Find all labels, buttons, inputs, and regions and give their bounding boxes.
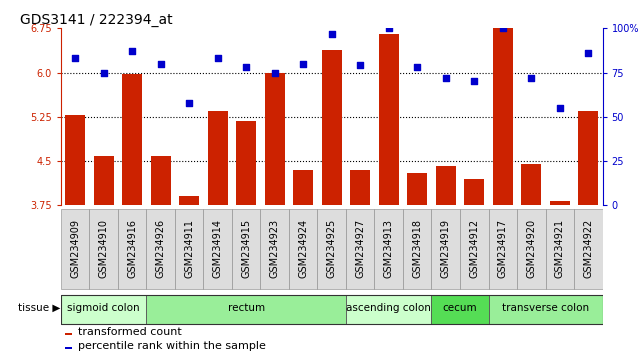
Text: GSM234919: GSM234919: [441, 219, 451, 278]
Point: [526, 75, 537, 81]
Point: [469, 79, 479, 84]
Text: cecum: cecum: [443, 303, 478, 313]
Point: [383, 25, 394, 31]
Bar: [436, 166, 456, 205]
Bar: [65, 115, 85, 205]
Bar: [346, 295, 431, 324]
Text: percentile rank within the sample: percentile rank within the sample: [78, 341, 266, 350]
Point: [440, 75, 451, 81]
Bar: [431, 295, 488, 324]
Text: GSM234909: GSM234909: [70, 219, 80, 278]
Point: [70, 56, 80, 61]
Text: GSM234915: GSM234915: [241, 219, 251, 278]
Bar: [61, 295, 146, 324]
Text: GSM234917: GSM234917: [498, 219, 508, 278]
Text: GSM234926: GSM234926: [156, 219, 165, 278]
Text: GSM234913: GSM234913: [384, 219, 394, 278]
Point: [270, 70, 280, 75]
Bar: [232, 209, 260, 289]
Bar: [175, 209, 203, 289]
Bar: [289, 209, 317, 289]
Bar: [464, 179, 484, 205]
Bar: [65, 347, 72, 349]
Bar: [545, 209, 574, 289]
Text: GSM234922: GSM234922: [583, 219, 594, 278]
Bar: [260, 209, 289, 289]
Point: [184, 100, 194, 105]
Bar: [179, 196, 199, 205]
Point: [213, 56, 223, 61]
Bar: [488, 295, 603, 324]
Text: GSM234916: GSM234916: [127, 219, 137, 278]
Text: transverse colon: transverse colon: [502, 303, 589, 313]
Bar: [89, 209, 118, 289]
Bar: [122, 74, 142, 205]
Bar: [237, 121, 256, 205]
Text: GSM234912: GSM234912: [469, 219, 479, 278]
Point: [298, 61, 308, 67]
Bar: [550, 201, 570, 205]
Bar: [203, 209, 232, 289]
Point: [412, 64, 422, 70]
Bar: [521, 164, 541, 205]
Bar: [94, 156, 113, 205]
Text: rectum: rectum: [228, 303, 265, 313]
Point: [99, 70, 109, 75]
Text: GSM234911: GSM234911: [184, 219, 194, 278]
Point: [326, 31, 337, 36]
Text: GSM234910: GSM234910: [99, 219, 109, 278]
Text: GSM234920: GSM234920: [526, 219, 537, 278]
Bar: [517, 209, 545, 289]
Bar: [265, 73, 285, 205]
Bar: [379, 34, 399, 205]
Text: GSM234924: GSM234924: [298, 219, 308, 278]
Bar: [208, 111, 228, 205]
Bar: [146, 209, 175, 289]
Bar: [574, 209, 603, 289]
Bar: [118, 209, 146, 289]
Bar: [578, 111, 598, 205]
Bar: [146, 295, 346, 324]
Point: [554, 105, 565, 111]
Text: GSM234923: GSM234923: [270, 219, 279, 278]
Text: GDS3141 / 222394_at: GDS3141 / 222394_at: [21, 13, 173, 27]
Point: [241, 64, 251, 70]
Text: tissue ▶: tissue ▶: [18, 303, 60, 313]
Bar: [61, 209, 89, 289]
Bar: [403, 209, 431, 289]
Text: GSM234925: GSM234925: [327, 219, 337, 278]
Text: GSM234918: GSM234918: [412, 219, 422, 278]
Text: GSM234914: GSM234914: [213, 219, 222, 278]
Point: [497, 25, 508, 31]
Text: GSM234927: GSM234927: [355, 219, 365, 278]
Point: [583, 50, 594, 56]
Point: [127, 48, 137, 54]
Bar: [350, 170, 370, 205]
Bar: [293, 170, 313, 205]
Text: sigmoid colon: sigmoid colon: [67, 303, 140, 313]
Bar: [346, 209, 374, 289]
Text: ascending colon: ascending colon: [346, 303, 431, 313]
Bar: [407, 173, 427, 205]
Bar: [460, 209, 488, 289]
Bar: [431, 209, 460, 289]
Bar: [151, 156, 171, 205]
Bar: [322, 50, 342, 205]
Bar: [374, 209, 403, 289]
Text: transformed count: transformed count: [78, 327, 181, 337]
Text: GSM234921: GSM234921: [554, 219, 565, 278]
Bar: [493, 28, 513, 205]
Point: [355, 63, 365, 68]
Bar: [488, 209, 517, 289]
Point: [156, 61, 166, 67]
Bar: [65, 333, 72, 335]
Bar: [317, 209, 346, 289]
